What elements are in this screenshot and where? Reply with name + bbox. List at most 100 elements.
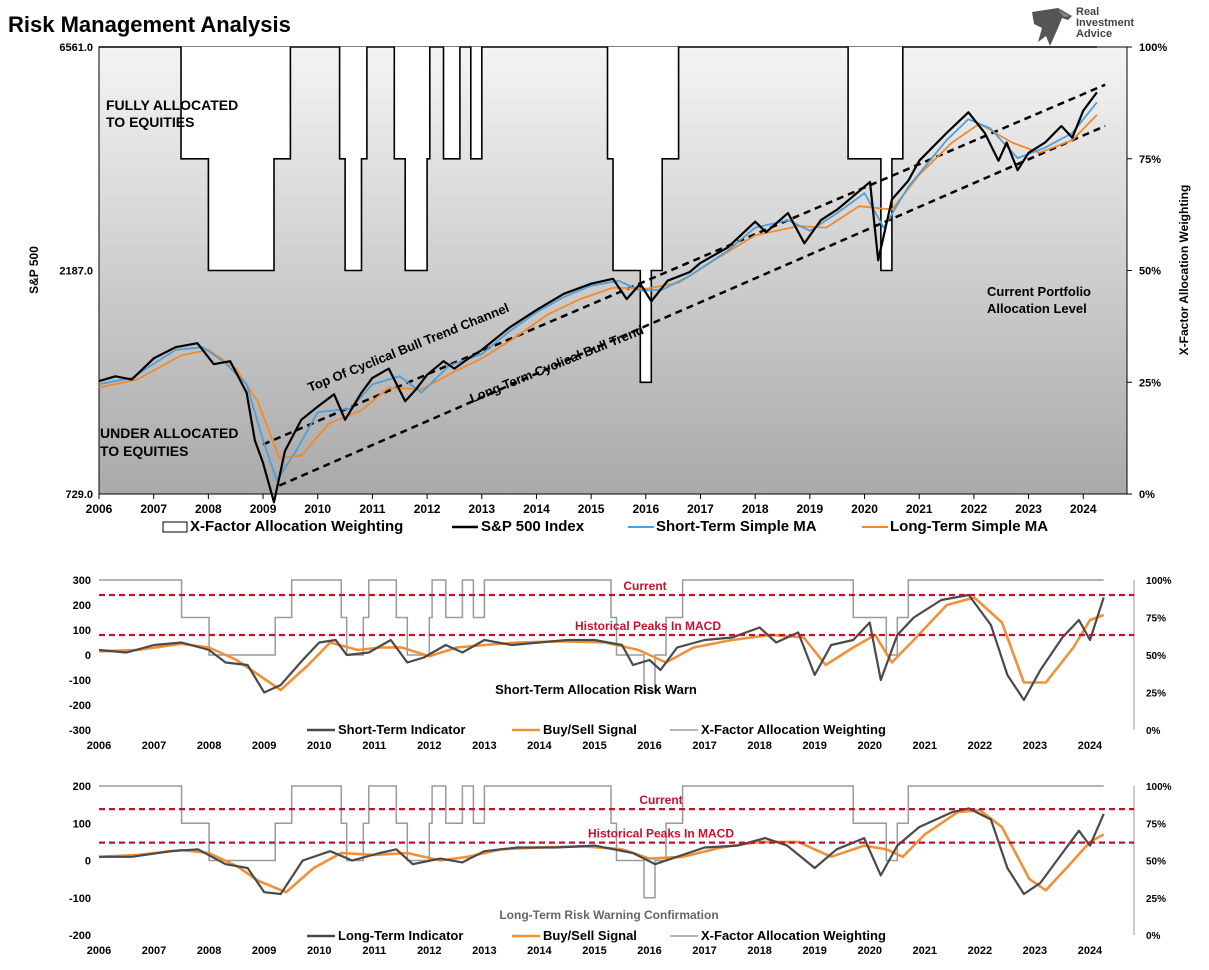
annotation-current-1: Current Portfolio xyxy=(987,284,1091,299)
x-tick: 2017 xyxy=(687,502,714,516)
sp500-line xyxy=(98,91,1098,504)
short-term-chart: Current Historical Peaks In MACD 300 200 100… xyxy=(69,575,1172,752)
panel-annotation: Short-Term Allocation Risk Warn xyxy=(495,682,697,697)
x-tick: 2020 xyxy=(858,945,882,957)
legend-label-1: Buy/Sell Signal xyxy=(543,928,637,943)
x-tick: 2009 xyxy=(252,945,276,957)
x-tick: 2017 xyxy=(692,740,716,752)
x-tick: 2006 xyxy=(87,740,111,752)
signal-line xyxy=(98,596,1105,692)
x-tick: 2015 xyxy=(582,740,606,752)
x-tick: 2011 xyxy=(362,945,386,957)
x-tick: 2021 xyxy=(913,945,937,957)
main-chart: 6561.0 2187.0 729.0 100% 75% 50% 25% 0% 2006 2007… xyxy=(27,42,1191,535)
long-ma-line xyxy=(98,114,1098,459)
y-right-tick: 75% xyxy=(1146,819,1166,830)
x-tick: 2011 xyxy=(362,740,386,752)
y-left-tick: -100 xyxy=(69,675,91,687)
x-tick: 2014 xyxy=(527,740,552,752)
legend-label-xfactor: X-Factor Allocation Weighting xyxy=(190,518,403,535)
legend-label-short-ma: Short-Term Simple MA xyxy=(656,518,817,535)
y-left-tick: 0 xyxy=(85,650,91,662)
x-tick: 2014 xyxy=(523,502,550,516)
x-tick: 2010 xyxy=(307,740,331,752)
ref-label-0: Current xyxy=(639,793,682,807)
x-tick: 2018 xyxy=(747,740,771,752)
y-right-tick: 75% xyxy=(1146,614,1166,625)
x-tick: 2013 xyxy=(468,502,495,516)
x-tick: 2021 xyxy=(913,740,937,752)
x-tick: 2012 xyxy=(417,740,441,752)
x-tick: 2010 xyxy=(304,502,331,516)
indicator-line xyxy=(98,593,1105,702)
x-tick: 2019 xyxy=(802,740,826,752)
x-tick: 2024 xyxy=(1078,740,1103,752)
x-tick: 2016 xyxy=(632,502,659,516)
x-tick: 2013 xyxy=(472,945,496,957)
y-right-tick: 100% xyxy=(1146,782,1172,793)
y-left-tick: 100 xyxy=(73,625,91,637)
long-term-chart: Current Historical Peaks In MACD 200 100 0 -1… xyxy=(69,781,1172,957)
y-left-tick: -200 xyxy=(69,930,91,942)
short-ma-line xyxy=(98,101,1098,482)
x-tick: 2006 xyxy=(86,502,113,516)
x-tick: 2007 xyxy=(142,740,166,752)
y-right-tick: 25% xyxy=(1139,377,1161,389)
annotation-current-2: Allocation Level xyxy=(987,301,1087,316)
ref-label-0: Current xyxy=(623,579,666,593)
y-left-tick: 200 xyxy=(73,781,91,793)
x-tick: 2008 xyxy=(197,740,221,752)
x-tick: 2024 xyxy=(1070,502,1097,516)
legend-label-2: X-Factor Allocation Weighting xyxy=(701,722,886,737)
annotation-under-1: UNDER ALLOCATED xyxy=(100,425,238,441)
y-right-tick: 25% xyxy=(1146,894,1166,905)
panel-annotation: Long-Term Risk Warning Confirmation xyxy=(499,908,718,922)
x-tick: 2022 xyxy=(961,502,988,516)
x-tick: 2022 xyxy=(968,945,992,957)
y-right-tick: 0% xyxy=(1146,726,1161,737)
x-tick: 2023 xyxy=(1023,945,1047,957)
x-tick: 2023 xyxy=(1023,740,1047,752)
x-tick: 2018 xyxy=(747,945,771,957)
y-left-tick: -100 xyxy=(69,893,91,905)
x-tick: 2008 xyxy=(195,502,222,516)
x-tick: 2019 xyxy=(802,945,826,957)
annotation-fully-1: FULLY ALLOCATED xyxy=(106,97,238,113)
x-tick: 2016 xyxy=(637,740,661,752)
x-tick: 2015 xyxy=(582,945,606,957)
logo-line-3: Advice xyxy=(1076,28,1113,40)
legend-label-sp500: S&P 500 Index xyxy=(481,518,585,535)
y-right-tick: 100% xyxy=(1146,576,1172,587)
x-tick: 2020 xyxy=(851,502,878,516)
x-tick: 2015 xyxy=(578,502,605,516)
legend-label-2: X-Factor Allocation Weighting xyxy=(701,928,886,943)
y-right-tick: 0% xyxy=(1139,489,1155,501)
legend-label-long-ma: Long-Term Simple MA xyxy=(890,518,1048,535)
y-right-tick: 100% xyxy=(1139,42,1167,54)
signal-line xyxy=(98,808,1105,894)
x-tick: 2013 xyxy=(472,740,496,752)
x-tick: 2016 xyxy=(637,945,661,957)
annotation-under-2: TO EQUITIES xyxy=(100,443,188,459)
y-left-tick: 2187.0 xyxy=(59,266,93,278)
x-tick: 2018 xyxy=(742,502,769,516)
legend-label-0: Short-Term Indicator xyxy=(338,722,466,737)
x-tick: 2009 xyxy=(252,740,276,752)
x-tick: 2006 xyxy=(87,945,111,957)
x-tick: 2007 xyxy=(142,945,166,957)
annotation-fully-2: TO EQUITIES xyxy=(106,114,194,130)
y-right-tick: 25% xyxy=(1146,689,1166,700)
y-left-tick: 300 xyxy=(73,575,91,587)
y-left-tick: 729.0 xyxy=(65,489,93,501)
y-right-tick: 50% xyxy=(1146,857,1166,868)
eagle-logo-icon xyxy=(1032,8,1072,46)
y-right-tick: 50% xyxy=(1146,651,1166,662)
y-right-tick: 50% xyxy=(1139,266,1161,278)
xfactor-line xyxy=(99,46,1097,384)
x-tick: 2021 xyxy=(906,502,933,516)
x-tick: 2012 xyxy=(414,502,441,516)
xfactor-line xyxy=(99,785,1104,899)
page-title: Risk Management Analysis xyxy=(8,12,291,37)
xfactor-line xyxy=(99,579,1104,694)
logo-line-2: Investment xyxy=(1076,17,1135,29)
